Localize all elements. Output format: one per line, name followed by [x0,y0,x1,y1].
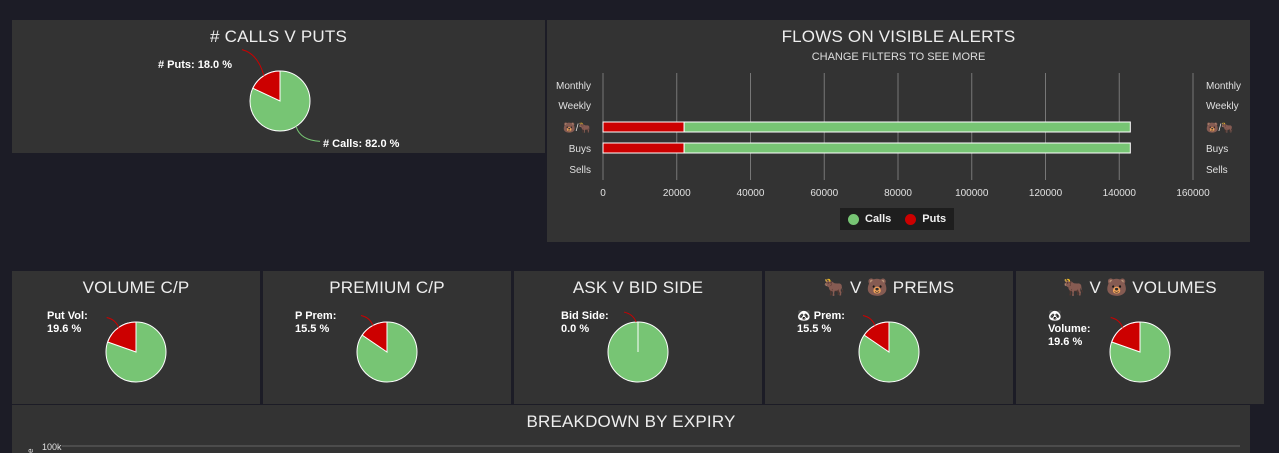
slice-connector [360,314,374,326]
y-category-label-left: Buys [569,144,591,155]
pie-slice-label: P Prem: 15.5 % [295,310,336,336]
calls-label: # Calls: 82.0 % [323,138,400,150]
y-category-label-right: 🐻/🐂 [1206,121,1234,134]
pie-label-line: Bid Side: [561,310,609,322]
slice-connector [862,314,876,326]
expiry-panel: BREAKDOWN BY EXPIRY 100k e [12,405,1250,453]
pie-label-line: 15.5 % [295,323,330,335]
pie-label-line: P Prem: [295,310,337,322]
pie-label-line: 🐼 Prem: [797,310,845,322]
mini-panel-2: PREMIUM C/P P Prem: 15.5 % [263,271,511,404]
pie-slice-label: Put Vol: 19.6 % [47,310,88,336]
pie-label-line: 0.0 % [561,323,590,335]
mini-panel-1: VOLUME C/P Put Vol: 19.6 % [12,271,260,404]
y-category-label-left: Weekly [558,101,591,112]
x-tick-label: 0 [600,188,606,199]
panel-title: # CALLS V PUTS [210,27,347,46]
mini2-slice-puts[interactable] [361,321,388,353]
puts-connector [241,49,265,76]
x-tick-label: 20000 [663,188,691,199]
y-axis-mark: e [26,448,35,453]
mini-pie-chart [105,317,167,383]
calls-v-puts-panel: # CALLS V PUTS # Puts: 18.0 % # Calls: 82… [12,20,545,153]
x-tick-label: 60000 [810,188,838,199]
x-tick-label: 140000 [1103,188,1137,199]
pie-label-line: 19.6 % [1048,336,1083,348]
x-tick-label: 120000 [1029,188,1063,199]
panel-title: FLOWS ON VISIBLE ALERTS [781,27,1016,46]
mini4-slice-puts[interactable] [863,321,890,353]
panel-title: 🐂 V 🐻 PREMS [823,278,955,297]
calls-dot-icon [848,213,859,225]
mini-panel-4: 🐂 V 🐻 PREMS 🐼 Prem: 15.5 % [765,271,1013,404]
y-category-label-right: Weekly [1206,101,1239,112]
pie-slice-label: 🐼 Volume: 19.6 % [1048,310,1091,349]
pie-slice-label: Bid Side: 0.0 % [561,310,609,336]
y-category-label-left: Sells [569,165,591,176]
puts-label: # Puts: 18.0 % [158,59,232,71]
y-category-label-right: Monthly [1206,81,1241,92]
x-tick-label: 160000 [1176,188,1210,199]
pie-label-line: 15.5 % [797,323,832,335]
y-category-label-left: 🐻/🐂 [563,121,591,134]
flows-panel: FLOWS ON VISIBLE ALERTS CHANGE FILTERS T… [547,20,1250,242]
legend-item-calls[interactable]: Calls [848,213,891,225]
pie-label-line: Put Vol: [47,310,88,322]
bar-puts[interactable] [602,142,685,154]
y-category-label-left: Monthly [556,81,591,92]
expiry-chart: 100k e [26,442,1240,453]
slice-connector [106,317,120,328]
mini1-slice-puts[interactable] [107,321,137,353]
mini-pie-chart [356,314,418,383]
bar-calls[interactable] [683,142,1131,154]
x-tick-label: 80000 [884,188,912,199]
flows-bar-chart: 0 20000 40000 60000 80000 100000 120000 140000 1… [556,73,1241,199]
panel-title: BREAKDOWN BY EXPIRY [526,412,736,431]
mini-panel-5: 🐂 V 🐻 VOLUMES 🐼 Volume: 19.6 % [1016,271,1264,404]
legend-label: Puts [922,213,947,225]
x-tick-label: 40000 [737,188,765,199]
bar-puts[interactable] [602,121,685,133]
mini5-slice-puts[interactable] [1111,321,1141,353]
y-tick-label: 100k [42,442,62,452]
legend-label: Calls [865,213,892,225]
x-tick-label: 100000 [955,188,989,199]
pie-label-line: 19.6 % [47,323,82,335]
calls-puts-pie-chart: # Puts: 18.0 % # Calls: 82.0 % [158,49,400,150]
mini-pie-chart [607,311,669,383]
panel-subtitle: CHANGE FILTERS TO SEE MORE [811,51,986,63]
panel-title: VOLUME C/P [82,278,190,297]
pie-slice-label: 🐼 Prem: 15.5 % [797,310,845,336]
mini-pie-chart [858,314,920,383]
panel-title: PREMIUM C/P [329,278,445,297]
pie-label-line: 🐼 [1048,310,1062,322]
y-category-label-right: Sells [1206,165,1228,176]
mini-pie-chart [1109,317,1171,383]
pie-label-line: Volume: [1048,323,1091,335]
bar-calls[interactable] [683,121,1131,133]
mini-panel-3: ASK V BID SIDE Bid Side: 0.0 % [514,271,762,404]
legend-item-puts[interactable]: Puts [905,213,946,225]
panel-title: 🐂 V 🐻 VOLUMES [1063,278,1217,297]
chart-legend: Calls Puts [840,208,955,230]
panel-title: ASK V BID SIDE [572,278,704,297]
calls-connector [295,126,321,142]
slice-connector [624,311,637,323]
slice-connector [1110,317,1124,328]
puts-dot-icon [905,213,917,225]
y-category-label-right: Buys [1206,144,1228,155]
